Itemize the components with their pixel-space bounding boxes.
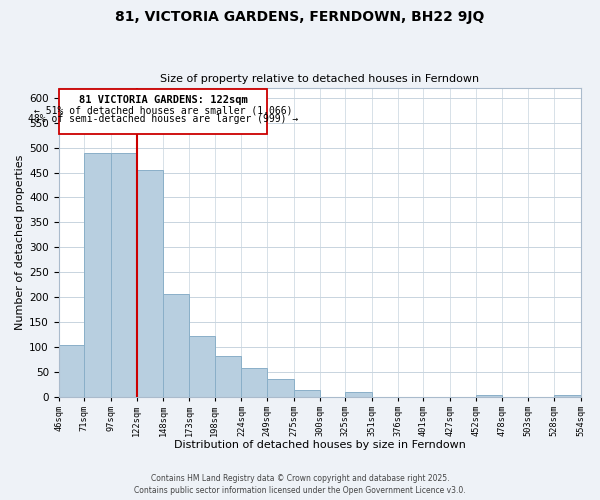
Y-axis label: Number of detached properties: Number of detached properties <box>15 155 25 330</box>
Bar <box>554 395 581 398</box>
Bar <box>267 379 294 398</box>
Text: 81 VICTORIA GARDENS: 122sqm: 81 VICTORIA GARDENS: 122sqm <box>79 95 247 105</box>
Bar <box>345 392 372 398</box>
Text: ← 51% of detached houses are smaller (1,066): ← 51% of detached houses are smaller (1,… <box>34 105 292 115</box>
Bar <box>85 152 111 398</box>
Bar <box>163 294 189 398</box>
Bar <box>476 396 502 398</box>
Text: Contains HM Land Registry data © Crown copyright and database right 2025.
Contai: Contains HM Land Registry data © Crown c… <box>134 474 466 495</box>
Bar <box>294 390 320 398</box>
Text: 48% of semi-detached houses are larger (999) →: 48% of semi-detached houses are larger (… <box>28 114 298 124</box>
Bar <box>215 356 241 398</box>
Bar <box>137 170 163 398</box>
Bar <box>241 368 267 398</box>
Bar <box>111 152 137 398</box>
Title: Size of property relative to detached houses in Ferndown: Size of property relative to detached ho… <box>160 74 479 84</box>
Bar <box>189 336 215 398</box>
X-axis label: Distribution of detached houses by size in Ferndown: Distribution of detached houses by size … <box>173 440 466 450</box>
Text: 81, VICTORIA GARDENS, FERNDOWN, BH22 9JQ: 81, VICTORIA GARDENS, FERNDOWN, BH22 9JQ <box>115 10 485 24</box>
Bar <box>59 345 85 398</box>
FancyBboxPatch shape <box>59 89 267 134</box>
